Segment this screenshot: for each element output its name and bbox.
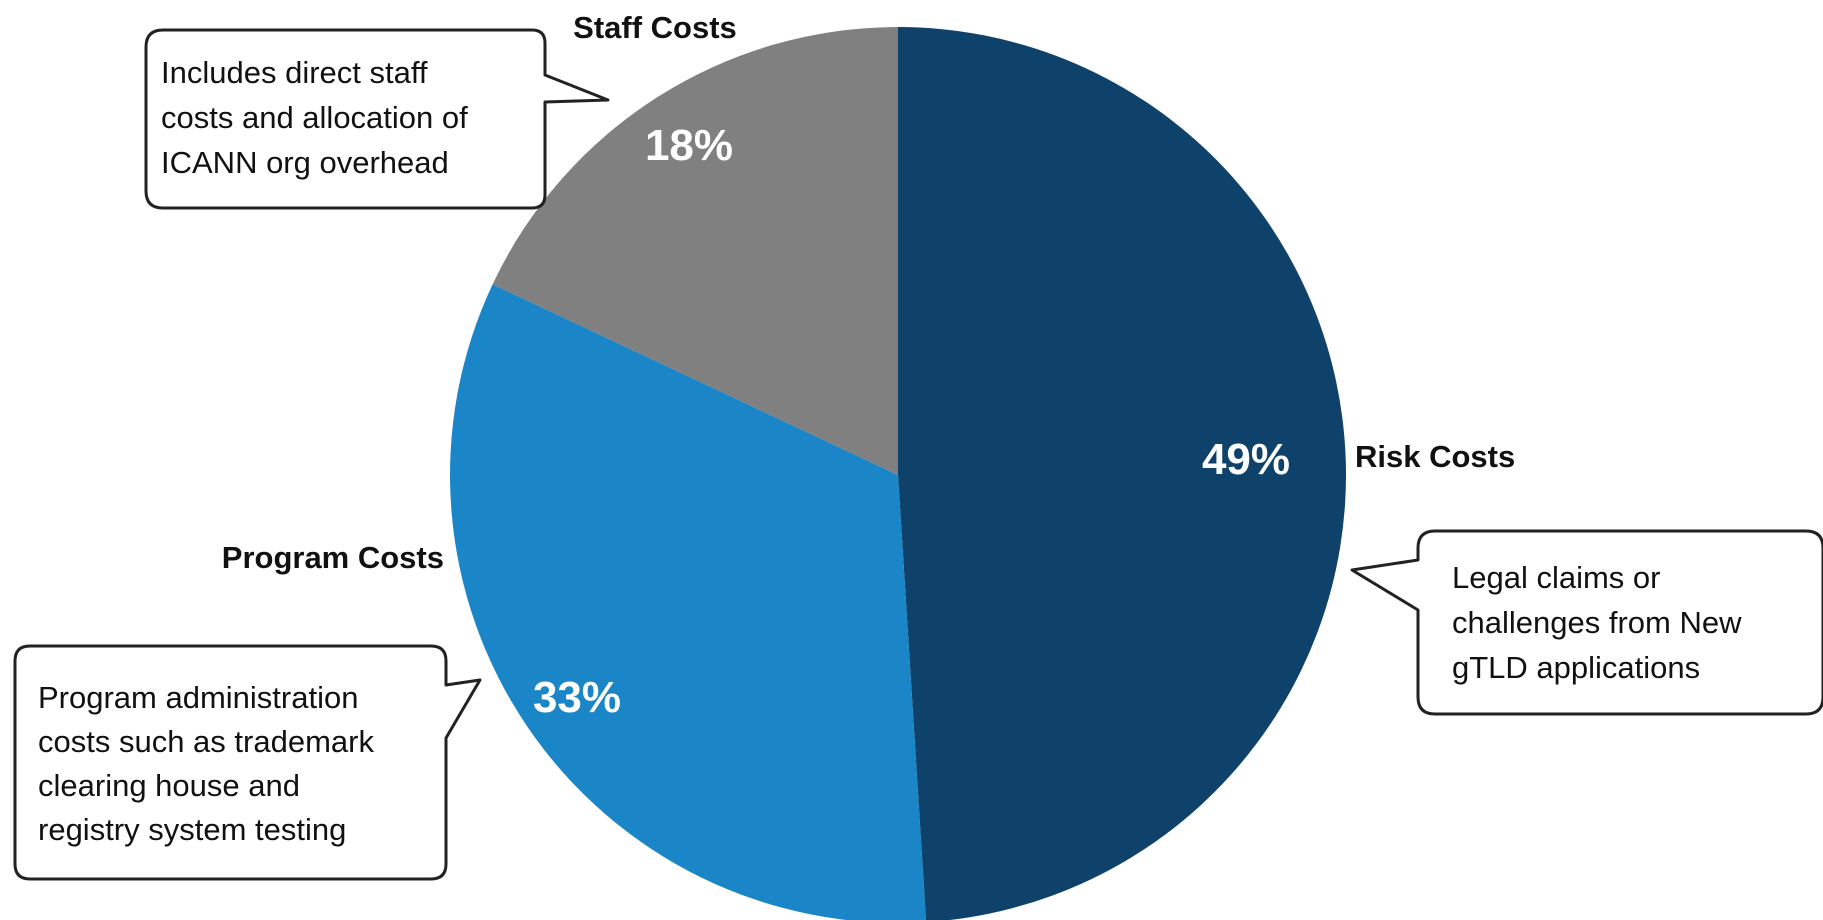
slice-value-label-risk-costs: 49% (1202, 435, 1290, 484)
callout-line: costs and allocation of (161, 100, 468, 135)
callout-line: clearing house and (38, 768, 300, 803)
svg-text:Includes direct staff co: Includes direct staff costs and allocati… (161, 55, 476, 180)
callout-line: gTLD applications (1452, 650, 1700, 685)
svg-text:Legal claims or challeng: Legal claims or challenges from New gTLD… (1452, 560, 1750, 685)
callout-line: Program administration (38, 680, 358, 715)
callout-program-costs: Program administration costs such as tra… (13, 644, 482, 881)
callout-line: Legal claims or (1452, 560, 1660, 595)
callout-staff-costs: Includes direct staff costs and allocati… (144, 28, 610, 210)
slice-category-label-program-costs: Program Costs (222, 540, 444, 575)
callout-bubble-program-costs (13, 644, 482, 881)
callout-bubble-staff-costs (144, 28, 610, 210)
svg-text:Program administration c: Program administration costs such as tra… (38, 680, 383, 847)
callout-bubble-risk-costs (1350, 529, 1823, 716)
callout-line: costs such as trademark (38, 724, 374, 759)
callout-line: registry system testing (38, 812, 346, 847)
pie-slice-program-costs (450, 284, 926, 920)
slice-value-label-staff-costs: 18% (645, 121, 733, 170)
callout-risk-costs: Legal claims or challenges from New gTLD… (1350, 529, 1823, 716)
callout-line: Includes direct staff (161, 55, 428, 90)
slice-category-label-risk-costs: Risk Costs (1355, 439, 1515, 474)
pie-slice-risk-costs (898, 27, 1346, 920)
slice-category-label-staff-costs: Staff Costs (573, 10, 737, 45)
pie-slice-staff-costs (492, 27, 898, 475)
slice-value-label-program-costs: 33% (533, 673, 621, 722)
callout-line: ICANN org overhead (161, 145, 449, 180)
callout-line: challenges from New (1452, 605, 1742, 640)
pie-slices (450, 27, 1346, 920)
